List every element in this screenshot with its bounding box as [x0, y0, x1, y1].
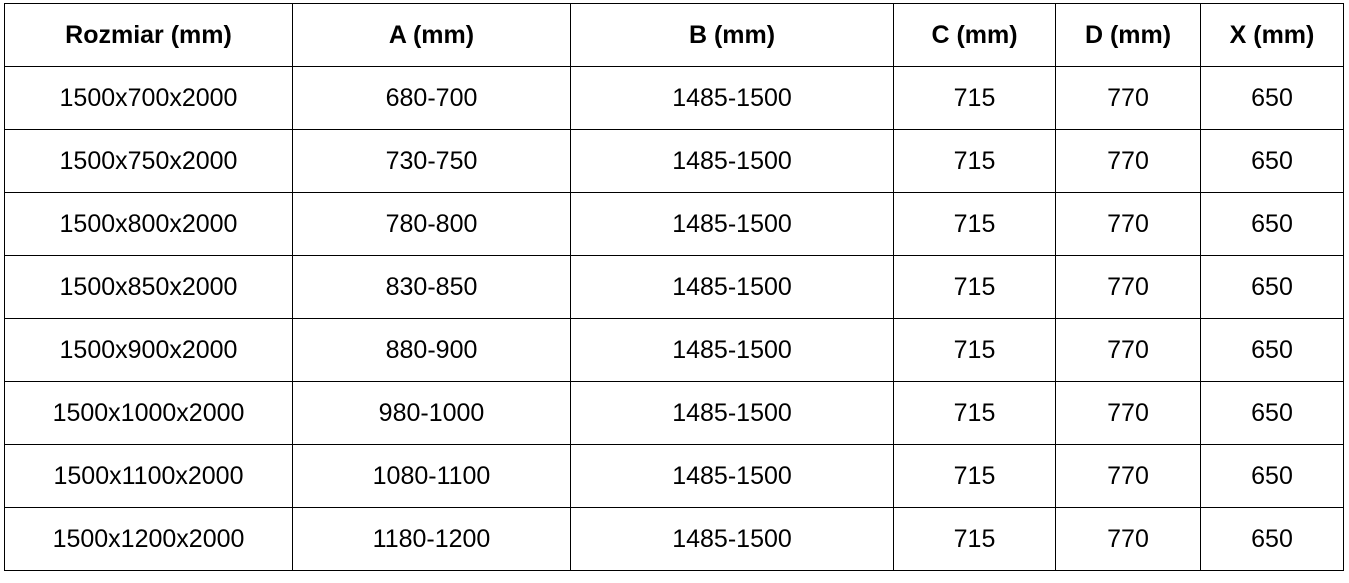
table-cell: 650: [1200, 66, 1344, 130]
table-cell: 650: [1200, 318, 1344, 382]
table-row: 1500x700x2000 680-700 1485-1500 715 770 650: [4, 66, 1344, 130]
table-cell: 1500x1000x2000: [4, 381, 293, 445]
table-cell: 1500x750x2000: [4, 129, 293, 193]
column-header: C (mm): [893, 3, 1056, 67]
table-cell: 780-800: [292, 192, 571, 256]
table-row: 1500x800x2000 780-800 1485-1500 715 770 650: [4, 192, 1344, 256]
dimensions-table: Rozmiar (mm) A (mm) B (mm) C (mm) D (mm) X (m…: [4, 3, 1344, 571]
table-cell: 650: [1200, 444, 1344, 508]
table-cell: 1500x850x2000: [4, 255, 293, 319]
table-row: 1500x750x2000 730-750 1485-1500 715 770 650: [4, 129, 1344, 193]
table-cell: 715: [893, 507, 1056, 571]
table-cell: 1485-1500: [570, 255, 894, 319]
table-cell: 770: [1055, 255, 1201, 319]
column-header: Rozmiar (mm): [4, 3, 293, 67]
table-row: 1500x1000x2000 980-1000 1485-1500 715 770 650: [4, 381, 1344, 445]
table-cell: 880-900: [292, 318, 571, 382]
table-cell: 770: [1055, 381, 1201, 445]
table-cell: 980-1000: [292, 381, 571, 445]
table-cell: 1180-1200: [292, 507, 571, 571]
table-cell: 650: [1200, 507, 1344, 571]
table-header-row: Rozmiar (mm) A (mm) B (mm) C (mm) D (mm) X (m…: [4, 3, 1344, 67]
table-cell: 730-750: [292, 129, 571, 193]
table-cell: 715: [893, 192, 1056, 256]
table-cell: 1500x900x2000: [4, 318, 293, 382]
table-cell: 1485-1500: [570, 318, 894, 382]
table-cell: 715: [893, 381, 1056, 445]
table-cell: 770: [1055, 66, 1201, 130]
table-cell: 1500x1100x2000: [4, 444, 293, 508]
table-cell: 770: [1055, 192, 1201, 256]
table-cell: 770: [1055, 129, 1201, 193]
column-header: A (mm): [292, 3, 571, 67]
table-cell: 680-700: [292, 66, 571, 130]
table-row: 1500x1200x2000 1180-1200 1485-1500 715 770 65…: [4, 507, 1344, 571]
table-row: 1500x900x2000 880-900 1485-1500 715 770 650: [4, 318, 1344, 382]
table-cell: 1500x1200x2000: [4, 507, 293, 571]
table-cell: 1485-1500: [570, 381, 894, 445]
table-cell: 715: [893, 255, 1056, 319]
table-cell: 650: [1200, 192, 1344, 256]
column-header: X (mm): [1200, 3, 1344, 67]
table-cell: 1485-1500: [570, 444, 894, 508]
table-cell: 1080-1100: [292, 444, 571, 508]
table-cell: 715: [893, 318, 1056, 382]
table-cell: 1485-1500: [570, 507, 894, 571]
table-cell: 1485-1500: [570, 66, 894, 130]
table-cell: 1485-1500: [570, 129, 894, 193]
table-cell: 830-850: [292, 255, 571, 319]
table-cell: 770: [1055, 507, 1201, 571]
table-cell: 1485-1500: [570, 192, 894, 256]
table-cell: 715: [893, 66, 1056, 130]
table-cell: 650: [1200, 381, 1344, 445]
table-cell: 770: [1055, 318, 1201, 382]
table-row: 1500x850x2000 830-850 1485-1500 715 770 650: [4, 255, 1344, 319]
table-cell: 715: [893, 444, 1056, 508]
table-cell: 650: [1200, 129, 1344, 193]
table-cell: 770: [1055, 444, 1201, 508]
table-cell: 650: [1200, 255, 1344, 319]
table-cell: 715: [893, 129, 1056, 193]
column-header: B (mm): [570, 3, 894, 67]
table-row: 1500x1100x2000 1080-1100 1485-1500 715 770 65…: [4, 444, 1344, 508]
column-header: D (mm): [1055, 3, 1201, 67]
table-cell: 1500x800x2000: [4, 192, 293, 256]
table-cell: 1500x700x2000: [4, 66, 293, 130]
